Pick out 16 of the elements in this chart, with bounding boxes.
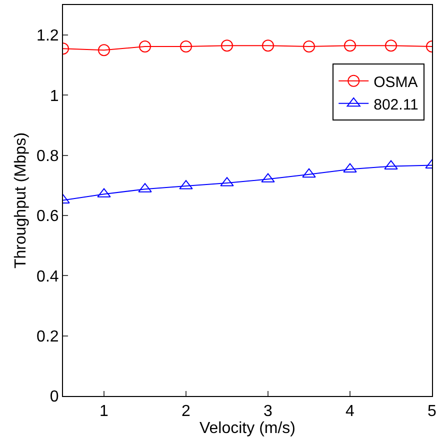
legend-label: OSMA	[374, 74, 418, 91]
x-tick-label: 3	[264, 403, 273, 420]
y-tick-label: 0.8	[36, 148, 59, 165]
x-tick-label: 2	[182, 403, 191, 420]
x-axis-title: Velocity (m/s)	[199, 420, 296, 438]
y-tick-label: 1	[50, 88, 59, 105]
x-tick-label: 1	[100, 403, 109, 420]
y-tick-label: 0	[50, 388, 59, 406]
x-tick-label: 5	[428, 403, 437, 420]
legend-label: 802.11	[374, 96, 418, 114]
y-tick-label: 0.6	[36, 208, 59, 226]
x-tick-label: 4	[346, 403, 355, 420]
y-axis-title: Throughput (Mbps)	[12, 132, 30, 269]
y-tick-label: 0.2	[36, 328, 59, 346]
y-tick-label: 1.2	[36, 28, 59, 45]
y-tick-label: 0.4	[36, 268, 59, 286]
